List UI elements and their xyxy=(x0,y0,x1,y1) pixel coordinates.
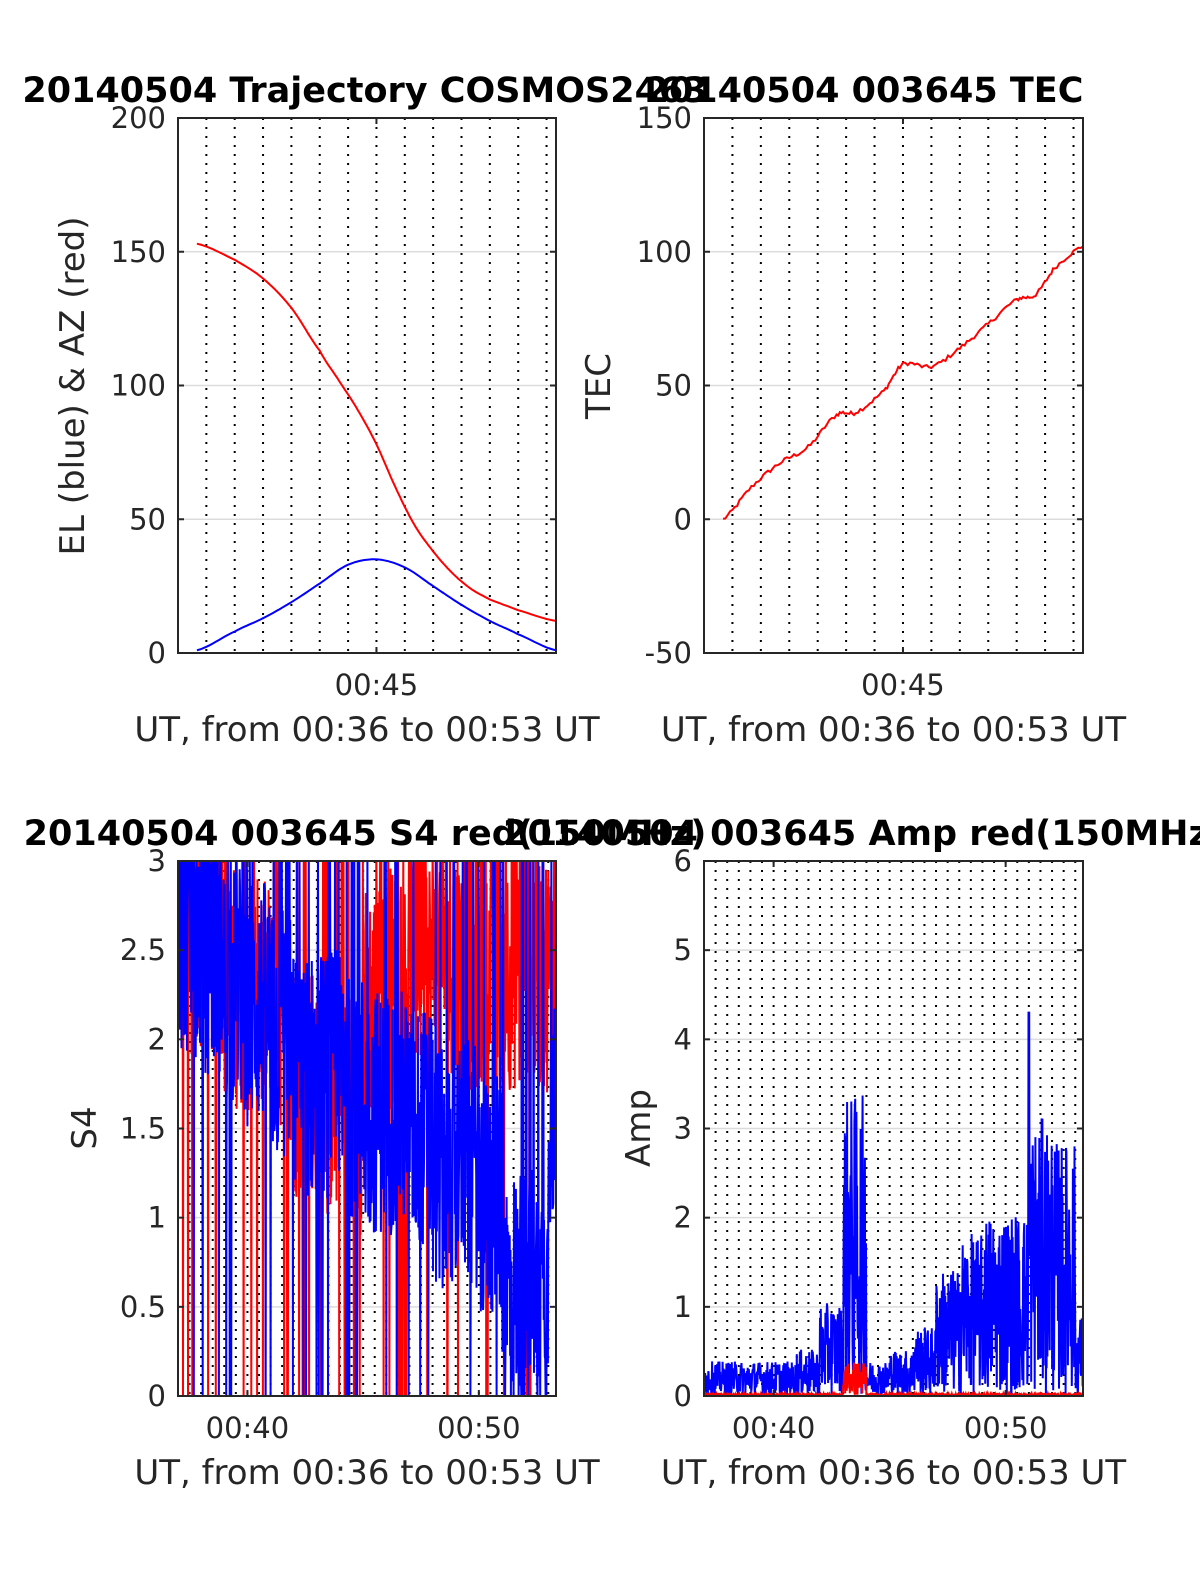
plot-area xyxy=(178,861,556,1396)
y-tick-label: 100 xyxy=(637,235,692,269)
y-tick-label: 3 xyxy=(674,1112,692,1146)
y-tick-label: 3 xyxy=(148,844,166,878)
plot-area xyxy=(196,242,556,652)
y-tick-label: 4 xyxy=(674,1022,692,1056)
y-tick-label: 5 xyxy=(674,933,692,967)
y-tick-label: 200 xyxy=(111,101,166,135)
plot-area xyxy=(722,245,1083,520)
y-tick-label: 1 xyxy=(148,1201,166,1235)
x-tick-label: 00:40 xyxy=(206,1411,290,1445)
y-tick-label: 150 xyxy=(637,101,692,135)
y-tick-label: 2.5 xyxy=(120,933,166,967)
series-line-1 xyxy=(178,861,556,1396)
y-tick-label: 0 xyxy=(148,1379,166,1413)
y-axis-label: EL (blue) & AZ (red) xyxy=(53,216,93,555)
x-axis-label: UT, from 00:36 to 00:53 UT xyxy=(134,710,600,750)
chart-title: 20140504 Trajectory COSMOS2463 xyxy=(22,71,707,111)
y-tick-label: 100 xyxy=(111,369,166,403)
y-tick-label: 1 xyxy=(674,1290,692,1324)
y-tick-label: 50 xyxy=(129,502,166,536)
y-tick-label: 6 xyxy=(674,844,692,878)
s4-panel: 0 0.5 1 1.5 2 2.5 3 00:40 00:50 20140504 003645 S… xyxy=(24,814,707,1493)
y-tick-label: 1.5 xyxy=(120,1112,166,1146)
x-axis-label: UT, from 00:36 to 00:53 UT xyxy=(134,1453,600,1493)
x-tick-label: 00:45 xyxy=(861,668,945,702)
y-tick-label: 0 xyxy=(674,502,692,536)
chart-title: 20140504 003645 Amp red(150MHz) xyxy=(503,814,1200,854)
series-line-0 xyxy=(722,245,1083,520)
y-tick-label: 50 xyxy=(655,369,692,403)
chart-title: 20140504 003645 TEC xyxy=(645,71,1084,111)
x-tick-label: 00:50 xyxy=(437,1411,521,1445)
y-tick-label: -50 xyxy=(645,636,692,670)
y-tick-label: 0.5 xyxy=(120,1290,166,1324)
series-line-0 xyxy=(196,242,556,622)
y-axis-label: S4 xyxy=(65,1106,105,1149)
series-line-0 xyxy=(704,1011,1083,1396)
trajectory-panel: 0 50 100 150 200 00:45 20140504 Trajectory COS… xyxy=(22,71,707,750)
amp-panel: 0 1 2 3 4 5 6 00:40 00:50 20140504 003645 Amp red… xyxy=(503,814,1200,1493)
x-axis-label: UT, from 00:36 to 00:53 UT xyxy=(661,1453,1127,1493)
tec-panel: -50 0 50 100 150 00:45 20140504 003645 TEC UT, … xyxy=(579,71,1126,750)
x-tick-label: 00:40 xyxy=(732,1411,816,1445)
y-tick-label: 0 xyxy=(674,1379,692,1413)
plot-area xyxy=(704,1011,1083,1396)
chart-title: 20140504 003645 S4 red(150MHz) xyxy=(24,814,707,854)
y-axis-label: Amp xyxy=(619,1089,659,1167)
y-tick-label: 0 xyxy=(148,636,166,670)
x-tick-label: 00:50 xyxy=(964,1411,1048,1445)
y-tick-label: 150 xyxy=(111,235,166,269)
y-tick-label: 2 xyxy=(148,1022,166,1056)
y-tick-label: 2 xyxy=(674,1201,692,1235)
x-axis-label: UT, from 00:36 to 00:53 UT xyxy=(661,710,1127,750)
y-axis-label: TEC xyxy=(579,353,619,420)
x-tick-label: 00:45 xyxy=(335,668,419,702)
series-line-1 xyxy=(196,558,556,652)
